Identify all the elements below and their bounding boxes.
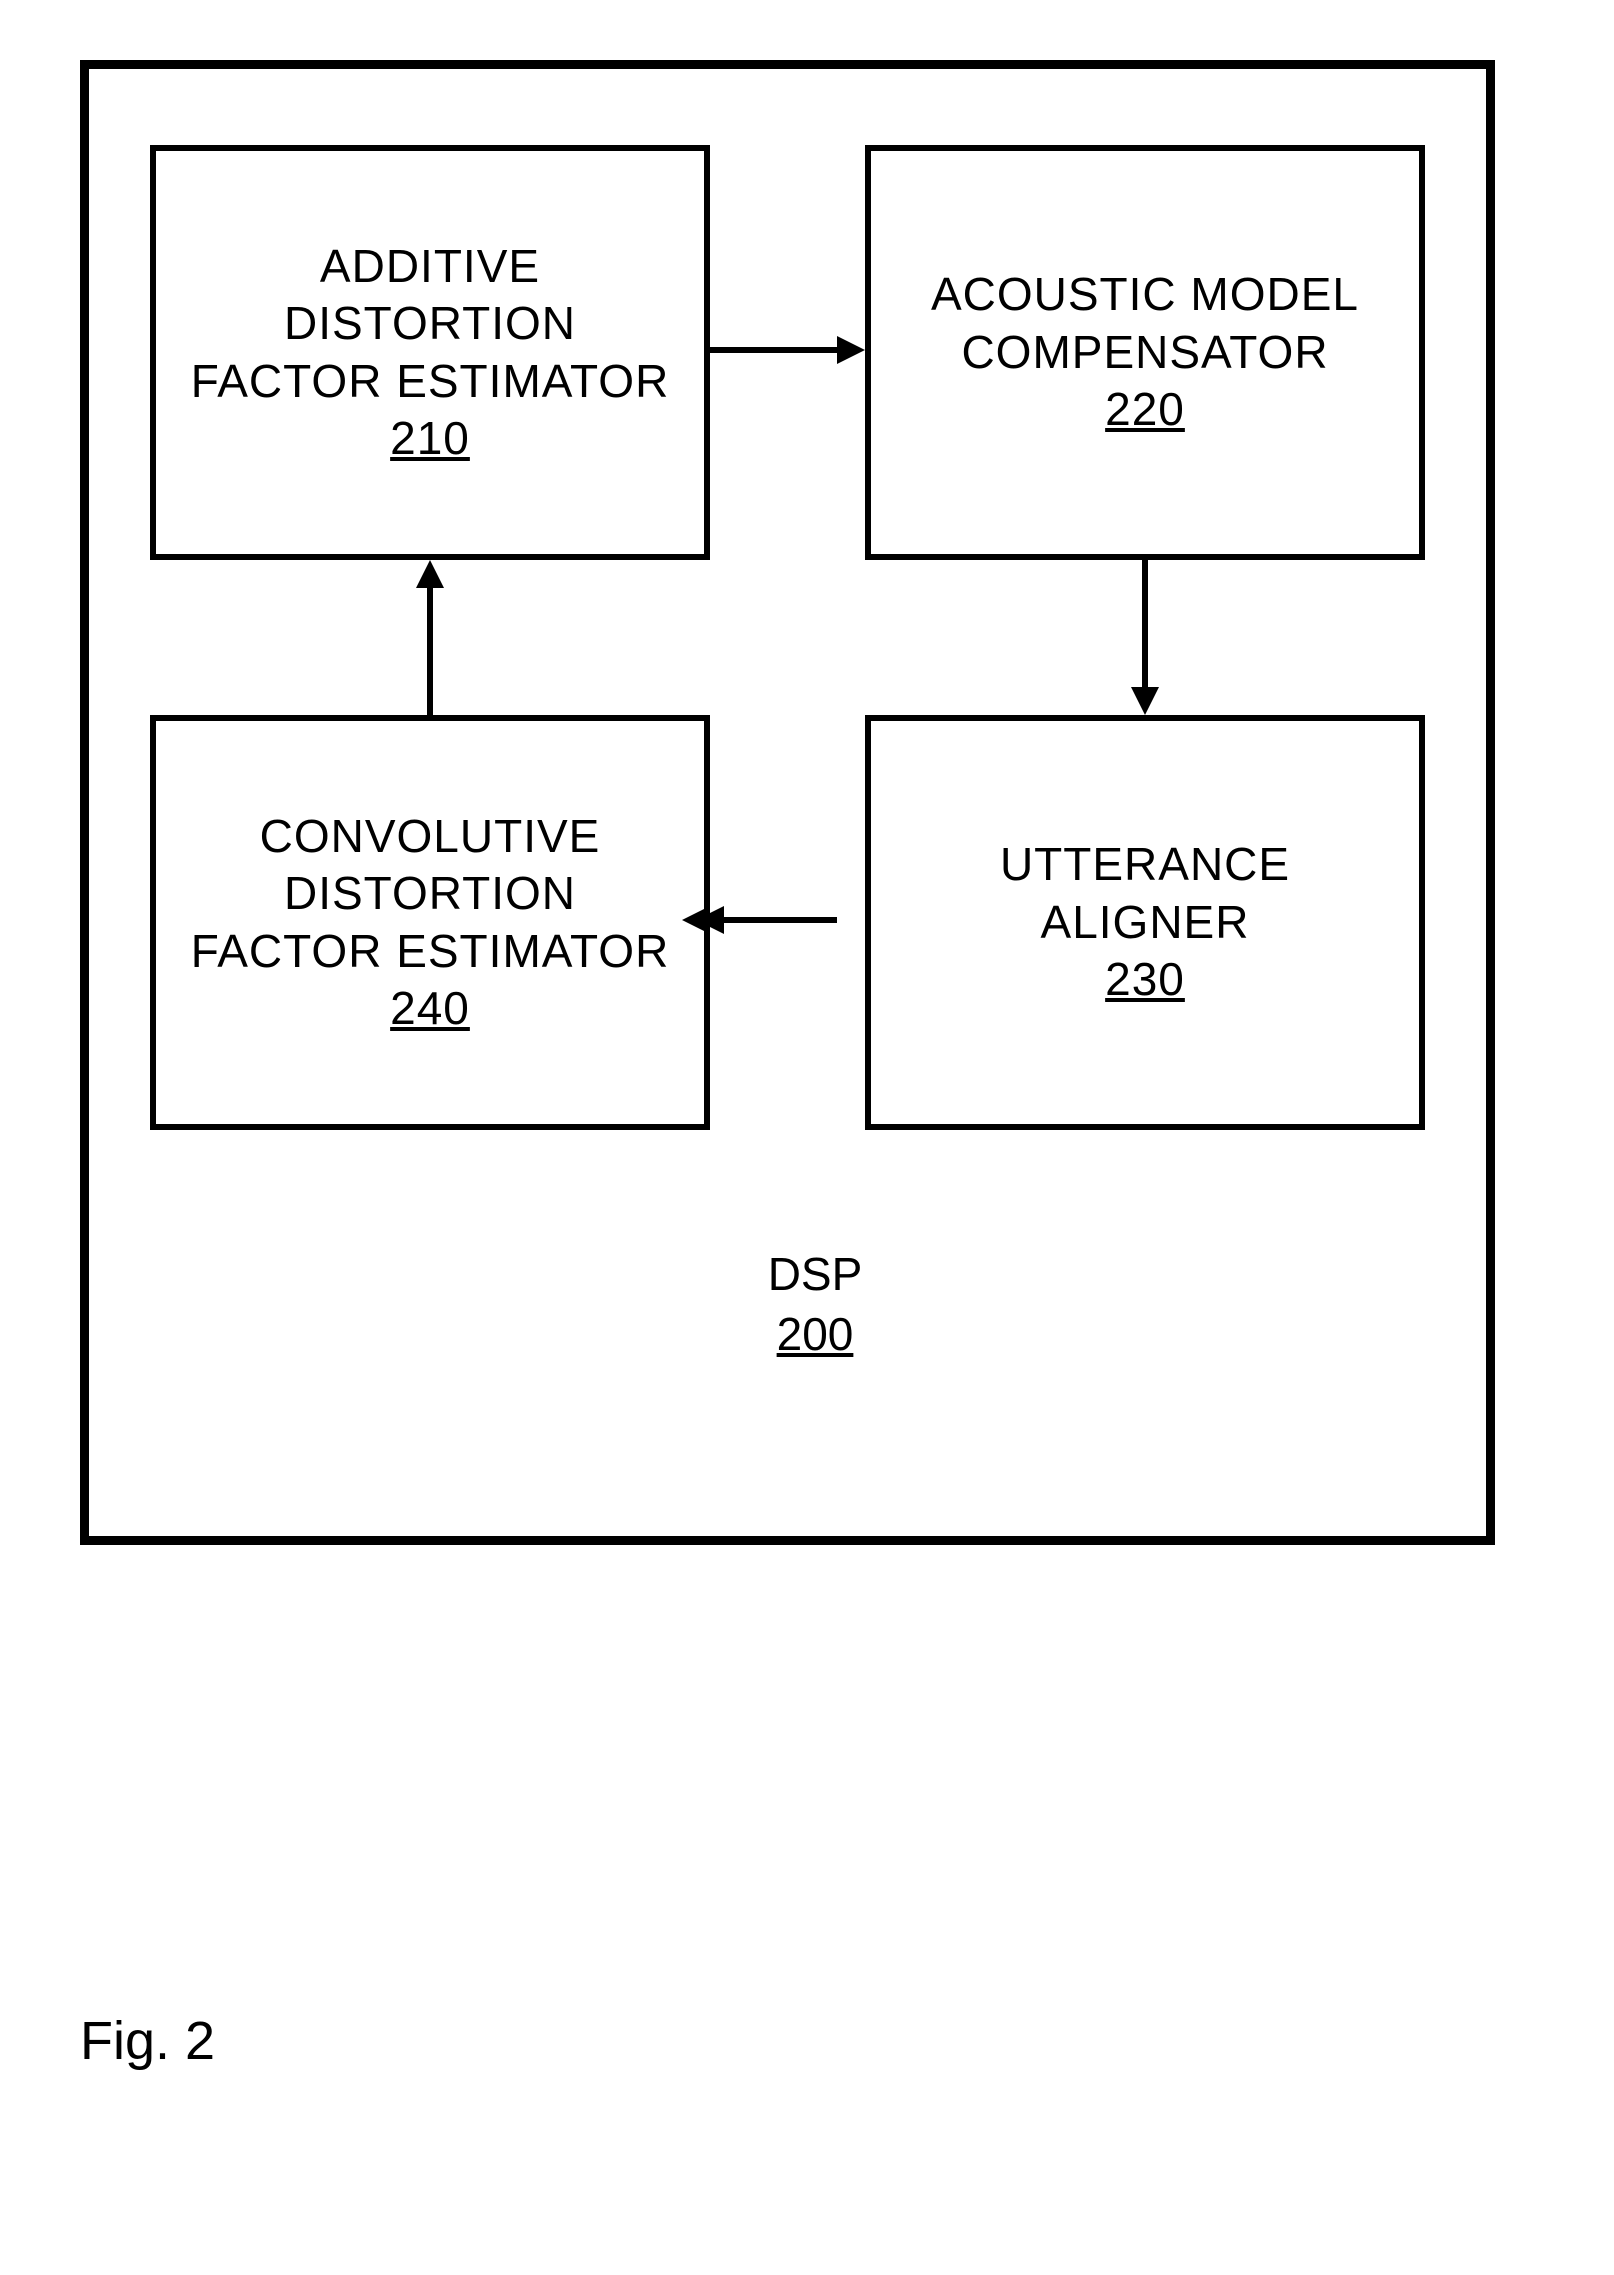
block-ref-number: 240: [390, 980, 470, 1038]
diagram-canvas: ADDITIVE DISTORTION FACTOR ESTIMATOR 210…: [40, 40, 1540, 2140]
dsp-ref-number: 200: [740, 1305, 890, 1365]
block-ref-number: 230: [1105, 951, 1185, 1009]
block-label-line: ALIGNER: [1041, 894, 1250, 952]
block-convolutive-estimator: CONVOLUTIVE DISTORTION FACTOR ESTIMATOR …: [150, 715, 710, 1130]
block-label-line: ACOUSTIC MODEL: [931, 266, 1359, 324]
block-label-line: DISTORTION: [284, 295, 576, 353]
arrow-head-icon: [837, 336, 865, 364]
arrow-acoustic-to-utterance: [1142, 560, 1148, 687]
dsp-label: DSP 200: [740, 1245, 890, 1365]
block-label-line: DISTORTION: [284, 865, 576, 923]
block-label-line: FACTOR ESTIMATOR: [191, 353, 670, 411]
block-label-line: FACTOR ESTIMATOR: [191, 923, 670, 981]
arrow-utterance-to-convolutive: [710, 917, 837, 923]
block-ref-number: 220: [1105, 381, 1185, 439]
block-ref-number: 210: [390, 410, 470, 468]
arrow-head-icon: [1131, 687, 1159, 715]
block-label-line: COMPENSATOR: [961, 324, 1328, 382]
arrow-convolutive-to-additive: [427, 588, 433, 715]
arrow-head-icon: [416, 560, 444, 588]
arrow-additive-to-acoustic: [710, 347, 837, 353]
dsp-text: DSP: [740, 1245, 890, 1305]
block-acoustic-compensator: ACOUSTIC MODEL COMPENSATOR 220: [865, 145, 1425, 560]
block-utterance-aligner: UTTERANCE ALIGNER 230: [865, 715, 1425, 1130]
block-label-line: UTTERANCE: [1000, 836, 1290, 894]
block-additive-estimator: ADDITIVE DISTORTION FACTOR ESTIMATOR 210: [150, 145, 710, 560]
block-label-line: CONVOLUTIVE: [260, 808, 601, 866]
figure-caption: Fig. 2: [80, 2010, 215, 2072]
block-label-line: ADDITIVE: [320, 238, 540, 296]
arrow-head-left-icon: [682, 906, 710, 934]
